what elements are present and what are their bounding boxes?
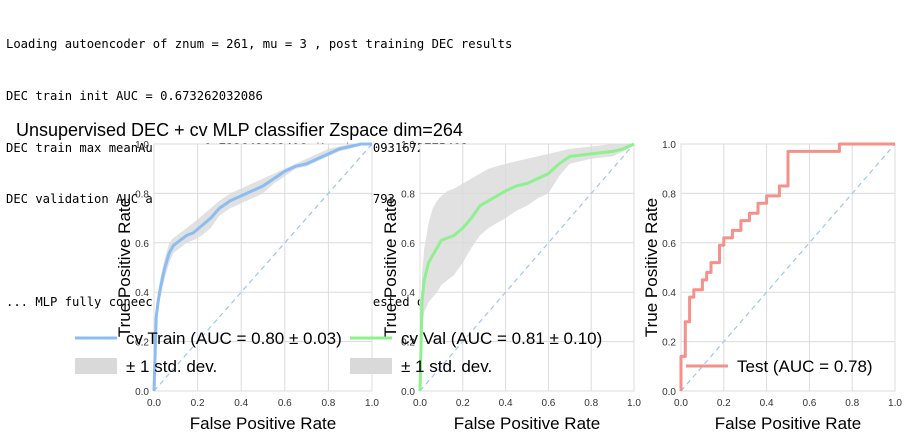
x-tick-label: 0.2 — [717, 398, 731, 409]
y-tick-label: 0.4 — [401, 288, 415, 299]
y-tick-label: 0.6 — [401, 239, 415, 250]
legend-band-swatch — [350, 358, 392, 374]
x-tick-label: 0.2 — [191, 398, 205, 409]
x-tick-label: 0.0 — [674, 398, 688, 409]
y-tick-label: 0.8 — [135, 189, 149, 200]
x-tick-label: 0.6 — [278, 398, 292, 409]
x-tick-label: 1.0 — [365, 398, 379, 409]
y-tick-label: 1.0 — [662, 140, 676, 151]
roc-panel-train: 0.0 0.2 0.4 0.6 0.8 1.00.00.20.40.60.81.0Fals… — [75, 140, 379, 433]
y-axis-label: True Positive Rate — [642, 198, 661, 337]
y-tick-label: 0.6 — [662, 239, 676, 250]
x-tick-label: 0.0 — [147, 398, 161, 409]
x-tick-label: 0.6 — [802, 398, 816, 409]
x-tick-label: 0.2 — [456, 398, 470, 409]
y-tick-label: 0.2 — [662, 338, 676, 349]
y-tick-label: 1.0 — [401, 140, 415, 151]
y-axis-label: True Positive Rate — [115, 198, 134, 337]
roc-panel-validation: 0.0 0.2 0.4 0.6 0.8 1.00.00.20.40.60.81.0Fals… — [350, 140, 641, 433]
x-tick-label: 0.8 — [321, 398, 335, 409]
y-tick-label: 0.0 — [135, 387, 149, 398]
x-tick-label: 1.0 — [888, 398, 902, 409]
legend-band-swatch — [75, 358, 117, 374]
x-axis-label: False Positive Rate — [190, 414, 336, 433]
y-tick-label: 1.0 — [135, 140, 149, 151]
x-tick-label: 1.0 — [627, 398, 641, 409]
legend-label: Test (AUC = 0.78) — [737, 357, 873, 376]
x-tick-label: 0.4 — [760, 398, 774, 409]
y-tick-label: 0.8 — [401, 189, 415, 200]
x-tick-label: 0.4 — [499, 398, 513, 409]
y-tick-label: 0.4 — [662, 288, 676, 299]
x-axis-label: False Positive Rate — [454, 414, 600, 433]
y-tick-label: 0.0 — [401, 387, 415, 398]
legend-label: cv Train (AUC = 0.80 ± 0.03) — [126, 329, 342, 348]
x-axis-label: False Positive Rate — [715, 414, 861, 433]
legend-label: cv Val (AUC = 0.81 ± 0.10) — [401, 329, 602, 348]
y-tick-label: 0.8 — [662, 189, 676, 200]
x-tick-label: 0.8 — [845, 398, 859, 409]
y-tick-label: 0.6 — [135, 239, 149, 250]
y-tick-label: 0.4 — [135, 288, 149, 299]
x-tick-label: 0.0 — [413, 398, 427, 409]
legend-label: ± 1 std. dev. — [401, 357, 492, 376]
x-tick-label: 0.8 — [584, 398, 598, 409]
x-tick-label: 0.6 — [541, 398, 555, 409]
x-tick-label: 0.4 — [234, 398, 248, 409]
roc-panel-test: 0.0 0.2 0.4 0.6 0.8 1.0 0.0 0.2 0.4 0.6 0.8 1.0 Fals… — [642, 140, 902, 433]
legend-label: ± 1 std. dev. — [126, 357, 217, 376]
y-tick-label: 0.0 — [662, 387, 676, 398]
y-axis-label: True Positive Rate — [381, 198, 400, 337]
